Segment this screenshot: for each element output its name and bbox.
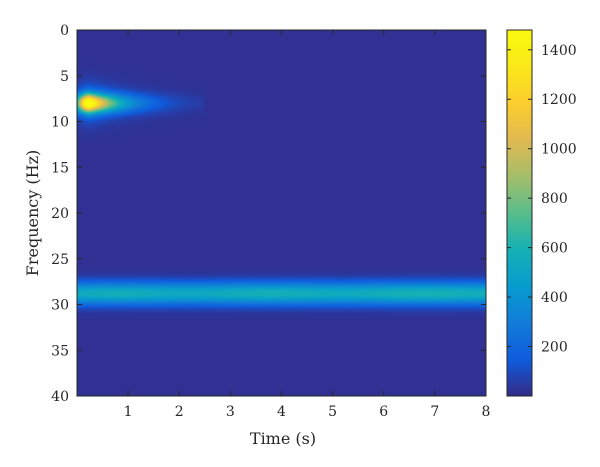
colorbar-ticks: 200 400 600 800 1000 1200 1400 [507, 43, 577, 356]
y-tick-label: 20 [51, 206, 69, 222]
x-axis: 1 2 3 4 5 6 7 8 [124, 30, 491, 420]
y-tick-label: 10 [51, 115, 69, 131]
x-tick-label: 2 [175, 404, 184, 420]
y-axis: 0 5 10 15 20 25 30 35 40 [51, 23, 486, 405]
colorbar-tick-label: 800 [541, 191, 568, 207]
colorbar-tick-label: 1000 [541, 142, 577, 158]
x-tick-label: 7 [430, 404, 439, 420]
x-tick-label: 6 [379, 404, 388, 420]
x-axis-label: Time (s) [250, 429, 316, 448]
heatmap-image [77, 30, 486, 396]
x-tick-label: 4 [277, 404, 286, 420]
y-tick-label: 35 [51, 343, 69, 359]
colorbar-tick-label: 1200 [541, 92, 577, 108]
x-tick-label: 3 [226, 404, 235, 420]
x-tick-label: 8 [482, 404, 491, 420]
x-tick-label: 1 [124, 404, 133, 420]
colorbar-frame [506, 29, 533, 397]
y-tick-label: 25 [51, 252, 69, 268]
y-tick-label: 5 [60, 69, 69, 85]
y-tick-label: 0 [60, 23, 69, 39]
y-tick-label: 30 [51, 298, 69, 314]
colorbar-gradient [507, 30, 532, 396]
y-axis-label: Frequency (Hz) [23, 150, 42, 277]
colorbar-tick-label: 1400 [541, 43, 577, 59]
heatmap-raster [77, 30, 486, 396]
y-tick-label: 15 [51, 160, 69, 176]
x-tick-label: 5 [328, 404, 337, 420]
colorbar-tick-label: 400 [541, 290, 568, 306]
colorbar-tick-label: 200 [541, 340, 568, 356]
colorbar [507, 30, 532, 396]
y-tick-label: 40 [51, 389, 69, 405]
colorbar-tick-label: 600 [541, 241, 568, 257]
